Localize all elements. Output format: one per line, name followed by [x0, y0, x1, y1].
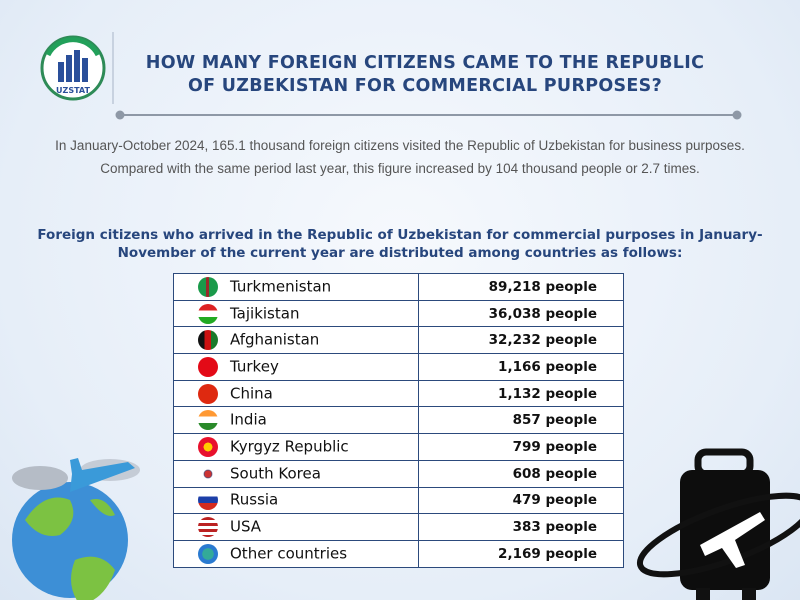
count-cell: 383 people: [418, 513, 624, 541]
flag: [198, 383, 218, 404]
logo-bar: [58, 62, 64, 82]
country-name: Kyrgyz Republic: [230, 437, 349, 456]
flag: [198, 356, 218, 377]
flag: [198, 463, 218, 484]
table-row: Russia 479 people: [173, 486, 624, 515]
flag: [198, 436, 218, 457]
subheading: Foreign citizens who arrived in the Repu…: [37, 227, 763, 261]
logo-bar: [66, 55, 72, 82]
table-row: USA 383 people: [173, 513, 624, 541]
table-row: Turkmenistan 89,218 people: [173, 273, 624, 301]
country-cell: Tajikistan: [173, 299, 419, 328]
country-name: Afghanistan: [230, 330, 320, 349]
country-cell: Russia: [173, 486, 419, 515]
rule-dot: [115, 110, 125, 120]
count-cell: 479 people: [418, 486, 624, 515]
flag: [198, 303, 218, 324]
table-row: Turkey 1,166 people: [173, 353, 624, 381]
logo-arc: [45, 37, 101, 57]
table-row: Tajikistan 36,038 people: [173, 299, 624, 328]
logo-bar: [74, 50, 80, 82]
globe-land: [25, 497, 115, 600]
country-name: Turkey: [230, 357, 279, 376]
count-cell: 857 people: [418, 406, 624, 435]
country-cell: South Korea: [173, 459, 419, 488]
table-row: Kyrgyz Republic 799 people: [173, 433, 624, 461]
table-row: China 1,132 people: [173, 379, 624, 408]
intro: In January-October 2024, 165.1 thousand …: [55, 138, 745, 176]
country-name: South Korea: [230, 464, 321, 483]
plane-icon: [700, 512, 765, 568]
count-cell: 36,038 people: [418, 299, 624, 328]
wheel: [742, 588, 756, 600]
table-row: India 857 people: [173, 406, 624, 435]
count-cell: 1,132 people: [418, 379, 624, 408]
country-cell: Afghanistan: [173, 326, 419, 355]
count-cell: 1,166 people: [418, 353, 624, 381]
country-cell: USA: [173, 513, 419, 541]
table-row: Other countries 2,169 people: [173, 539, 624, 568]
country-name: USA: [230, 517, 262, 536]
table-row: South Korea 608 people: [173, 459, 624, 488]
flag: [198, 543, 218, 564]
logo-bar: [82, 58, 88, 82]
count-cell: 32,232 people: [418, 326, 624, 355]
cloud: [12, 466, 68, 490]
country-cell: Kyrgyz Republic: [173, 433, 419, 461]
country-cell: China: [173, 379, 419, 408]
count-cell: 89,218 people: [418, 273, 624, 301]
flag: [198, 330, 218, 351]
country-name: India: [230, 410, 267, 429]
country-cell: Turkmenistan: [173, 273, 419, 301]
country-name: China: [230, 384, 273, 403]
flag: [198, 410, 218, 431]
country-name: Tajikistan: [230, 304, 300, 323]
flag: [198, 490, 218, 511]
country-cell: Other countries: [173, 539, 419, 568]
title: HOW MANY FOREIGN CITIZENS CAME TO THE RE…: [120, 52, 730, 98]
flag: [198, 276, 218, 297]
title-line: OF UZBEKISTAN FOR COMMERCIAL PURPOSES?: [187, 76, 663, 96]
country-name: Turkmenistan: [230, 277, 332, 296]
country-table: Turkmenistan 89,218 people Tajikistan 36,03…: [173, 273, 624, 568]
plane: [70, 458, 135, 492]
country-cell: India: [173, 406, 419, 435]
logo-ring: [40, 35, 106, 101]
table-row: Afghanistan 32,232 people: [173, 326, 624, 355]
title-line: HOW MANY FOREIGN CITIZENS CAME TO THE RE…: [145, 53, 705, 73]
country-name: Other countries: [230, 544, 348, 563]
count-cell: 608 people: [418, 459, 624, 488]
country-name: Russia: [230, 490, 279, 509]
flag: [198, 517, 218, 538]
count-cell: 2,169 people: [418, 539, 624, 568]
country-cell: Turkey: [173, 353, 419, 381]
wheel: [696, 588, 710, 600]
count-cell: 799 people: [418, 433, 624, 461]
logo-text: UZSTAT: [56, 86, 90, 95]
rule-dot: [732, 110, 742, 120]
